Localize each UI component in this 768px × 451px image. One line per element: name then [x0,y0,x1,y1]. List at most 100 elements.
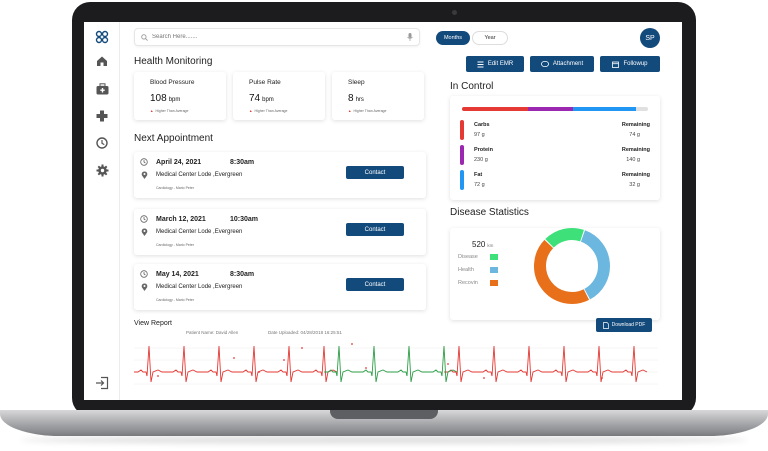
contact-button[interactable]: Contact [346,223,404,236]
legend-swatch [490,280,498,286]
app-screen: Months Year SP Health Monitoring Blood P… [84,22,682,400]
nutrient-name: Protein [474,147,493,153]
stat-card-pulse-rate: Pulse Rate 74 bpm ▲ Higher Than Average [233,72,325,120]
laptop-notch [330,410,438,419]
logout-icon[interactable] [93,374,111,392]
ecg-grid [134,347,658,385]
nutrient-row-carbs: Carbs 97 g Remaining 74 g [460,120,650,142]
legend-swatch [490,267,498,273]
months-toggle[interactable]: Months [436,31,470,45]
nutrient-amount: 97 g [474,132,485,138]
stat-number: 8 [348,93,354,104]
disease-donut-chart [534,228,610,304]
year-toggle[interactable]: Year [472,31,508,45]
attachment-button[interactable]: Attachment [530,56,594,72]
date-uploaded-label: Date Uploaded: [268,330,300,335]
ecg-trace-green [324,345,458,383]
location-pin-icon [141,171,148,179]
donut-slice-disease [545,228,584,248]
patient-name-label: Patient Name: [186,330,215,335]
gear-icon[interactable] [93,161,111,179]
home-icon[interactable] [93,52,111,70]
legend-label: Disease [458,254,478,260]
appointment-date: March 12, 2021 [156,216,206,223]
nutrition-progress-bar [462,107,648,111]
search-input[interactable] [152,34,407,40]
contact-button[interactable]: Contact [346,278,404,291]
next-appointment-title: Next Appointment [134,133,213,144]
medical-cross-icon[interactable] [93,107,111,125]
health-monitoring-title: Health Monitoring [134,56,213,67]
legend-item-recovin: Recovin [458,280,498,286]
stat-unit: bpm [262,97,274,103]
stat-hint-text: Higher Than Average [254,109,288,113]
nutrient-name: Carbs [474,122,490,128]
date-uploaded-meta: Date Uploaded: 04/28/2018 16:25:51 [268,330,342,335]
carbs-segment [462,107,528,111]
edit-emr-button[interactable]: Edit EMR [466,56,524,72]
nutrient-color-stripe [460,145,464,165]
stat-label: Pulse Rate [249,79,281,86]
disease-statistics-card: 520 km Disease Health Recovin [450,228,660,320]
stat-hint-text: Higher Than Average [155,109,189,113]
laptop-shadow [20,436,748,444]
legend-label: Health [458,267,474,273]
donut-slice-recovin [534,239,590,304]
document-icon [602,321,609,329]
microphone-icon[interactable] [407,33,413,41]
view-report-title: View Report [134,320,173,327]
clock-icon [140,158,148,166]
attachment-label: Attachment [552,61,584,67]
stat-number: 108 [150,93,167,104]
stat-hint: ▲ Higher Than Average [249,109,287,113]
camera-dot [452,10,457,15]
sidebar [84,22,120,400]
up-arrow-icon: ▲ [249,109,253,113]
avatar[interactable]: SP [640,28,660,48]
stat-value: 108 bpm [150,93,180,104]
stat-hint: ▲ Higher Than Average [150,109,188,113]
medical-bag-icon[interactable] [93,80,111,98]
fat-segment [573,107,636,111]
followup-button[interactable]: Followup [600,56,660,72]
patient-name-meta: Patient Name: David Allen [186,330,238,335]
stat-label: Sleep [348,79,365,86]
followup-label: Followup [623,61,648,67]
stat-hint-text: Higher Than Average [353,109,387,113]
appointment-doctor: Cardiology - Mario Peter [156,186,194,190]
up-arrow-icon: ▲ [348,109,352,113]
time-uploaded-value: 16:25:51 [324,330,342,335]
legend-swatch [490,254,498,260]
history-icon[interactable] [93,134,111,152]
location-pin-icon [141,283,148,291]
appointment-time: 10:30am [230,216,259,223]
remaining-amount: 140 g [626,157,640,163]
nutrient-row-fat: Fat 72 g Remaining 32 g [460,170,650,192]
appointment-time: 8:30am [230,159,255,166]
nutrient-color-stripe [460,170,464,190]
location-pin-icon [141,228,148,236]
search-bar[interactable] [134,28,420,46]
remaining-label: Remaining [621,172,650,178]
in-control-title: In Control [450,81,494,92]
download-pdf-button[interactable]: Download PDF [596,318,652,332]
appointment-location: Medical Center Lode ,Evergreen [156,172,243,178]
nutrient-color-stripe [460,120,464,140]
calendar-icon [612,61,620,68]
in-control-card: Carbs 97 g Remaining 74 g Protein 230 g … [450,96,660,200]
ecg-chart [134,343,658,385]
date-uploaded-value: 04/28/2018 [300,330,324,335]
contact-button[interactable]: Contact [346,166,404,179]
disease-total-unit: km [487,243,494,248]
stat-card-blood-pressure: Blood Pressure 108 bpm ▲ Higher Than Avera… [134,72,226,120]
stat-value: 8 hrs [348,93,364,104]
patient-name-value: David Allen [215,330,239,335]
appointment-time: 8:30am [230,271,255,278]
legend-item-health: Health [458,267,498,273]
appointment-location: Medical Center Lode ,Evergreen [156,284,243,290]
nutrient-amount: 72 g [474,182,485,188]
ecg-markers [157,343,603,379]
remaining-amount: 32 g [629,182,640,188]
disease-statistics-title: Disease Statistics [450,207,529,218]
ecg-trace-red [134,345,648,383]
